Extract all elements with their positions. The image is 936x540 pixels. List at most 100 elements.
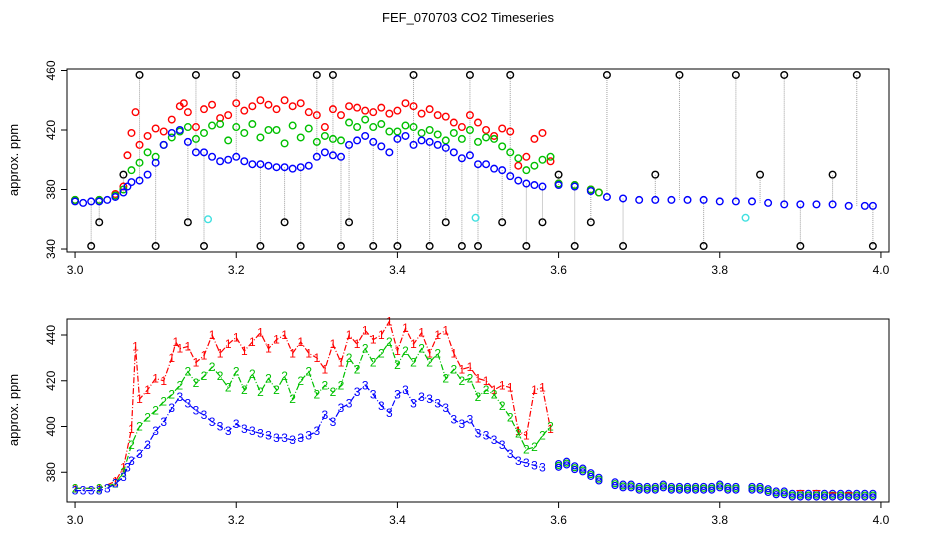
bottom-series-1-marker: 1: [378, 328, 385, 342]
top-green-point: [167, 133, 176, 142]
bottom-series-2-marker: 2: [459, 374, 466, 388]
bottom-series-2-marker: 2: [410, 355, 417, 369]
top-black-point: [199, 242, 208, 251]
bottom-series-3-marker: 3: [370, 387, 377, 401]
bottom-y-axis: 380 400 420 440: [44, 325, 67, 482]
top-blue-point: [151, 158, 160, 167]
top-y-axis-label: approx. ppm: [6, 124, 21, 196]
bottom-x-tick-label: 3.4: [389, 513, 406, 527]
bottom-series-3-marker: 3: [322, 408, 329, 422]
bottom-series-2-marker: 2: [289, 392, 296, 406]
bottom-series-2-marker: 2: [217, 369, 224, 383]
bottom-series-2-marker: 2: [96, 481, 103, 495]
top-y-tick-label: 380: [44, 179, 58, 199]
top-plot-content: [71, 70, 877, 251]
bottom-series-1-marker: 1: [346, 328, 353, 342]
top-blue-point: [71, 197, 80, 206]
top-red-point: [272, 105, 281, 114]
top-red-point: [312, 111, 321, 120]
bottom-series-2-marker: 2: [233, 365, 240, 379]
bottom-series-2-marker: 2: [136, 420, 143, 434]
top-red-point: [522, 152, 531, 161]
top-black-point: [474, 242, 483, 251]
bottom-series-2-marker: 2: [467, 371, 474, 385]
top-blue-point: [280, 163, 289, 172]
top-blue-point: [482, 160, 491, 169]
top-green-point: [183, 123, 192, 132]
bottom-series-1-marker: 1: [467, 360, 474, 374]
bottom-series-3-marker: 3: [354, 385, 361, 399]
top-x-tick-label: 3.4: [389, 263, 406, 277]
bottom-plateau-point: [756, 486, 764, 494]
bottom-series-3-marker: 3: [531, 458, 538, 472]
top-series-cyan: [204, 213, 750, 224]
top-green-point: [312, 137, 321, 146]
bottom-series-2-marker: 2: [168, 387, 175, 401]
top-red-point: [538, 128, 547, 137]
top-x-tick-label: 3.6: [550, 263, 567, 277]
bottom-series-1-marker: 1: [132, 339, 139, 353]
top-green-point: [135, 158, 144, 167]
top-red-point: [530, 134, 539, 143]
bottom-series-2-marker: 2: [185, 365, 192, 379]
top-blue-point: [748, 197, 757, 206]
top-green-point: [433, 130, 442, 139]
top-x-tick-label: 3.0: [67, 263, 84, 277]
top-blue-point: [143, 170, 152, 179]
top-black-point: [135, 70, 144, 79]
bottom-plateau-point: [732, 486, 740, 494]
bottom-plot-frame: [66, 318, 890, 503]
top-red-point: [288, 102, 297, 111]
bottom-y-tick-label: 400: [44, 416, 58, 436]
top-blue-point: [433, 140, 442, 149]
bottom-series-2-marker: 2: [515, 426, 522, 440]
top-black-point: [457, 242, 466, 251]
bottom-series-1-marker: 1: [249, 335, 256, 349]
bottom-series-2-marker: 2: [434, 346, 441, 360]
bottom-series-3-marker: 3: [120, 470, 127, 484]
top-blue-point: [490, 164, 499, 173]
bottom-series-2-line: [75, 340, 551, 489]
bottom-series-1-marker: 1: [418, 326, 425, 340]
bottom-series-1-marker: 1: [547, 422, 554, 436]
bottom-series-2-marker: 2: [281, 369, 288, 383]
bottom-series-2-marker: 2: [225, 381, 232, 395]
bottom-series-1-marker: 1: [193, 355, 200, 369]
top-green-point: [522, 166, 531, 175]
top-red-point: [240, 106, 249, 115]
top-blue-point: [312, 152, 321, 161]
bottom-plateau-point: [691, 486, 700, 494]
top-blue-point: [127, 178, 136, 187]
bottom-series-3-marker: 3: [297, 431, 304, 445]
bottom-series-1-marker: 1: [172, 335, 179, 349]
top-green-point: [272, 125, 281, 134]
bottom-series-1-marker: 1: [281, 328, 288, 342]
top-red-point: [280, 96, 289, 105]
top-blue-point: [296, 163, 305, 172]
top-blue-point: [651, 195, 660, 204]
top-blue-point: [554, 181, 563, 190]
top-green-point: [232, 123, 241, 132]
bottom-series-1-marker: 1: [410, 337, 417, 351]
bottom-x-tick-label: 4.0: [873, 513, 890, 527]
top-black-point: [328, 70, 337, 79]
bottom-series-3-marker: 3: [168, 401, 175, 415]
bottom-series-2-marker: 2: [305, 365, 312, 379]
bottom-series-1-marker: 1: [459, 362, 466, 376]
bottom-series-2-marker: 2: [144, 410, 151, 424]
top-black-point: [699, 242, 708, 251]
bottom-series-2-marker: 2: [128, 438, 135, 452]
bottom-series-2-marker: 2: [313, 387, 320, 401]
bottom-series-3-marker: 3: [475, 426, 482, 440]
top-red-point: [127, 128, 136, 137]
top-blue-point: [401, 131, 410, 140]
top-black-point: [586, 218, 595, 227]
top-green-point: [506, 148, 515, 157]
top-green-point: [498, 142, 507, 151]
bottom-y-tick-label: 380: [44, 462, 58, 482]
bottom-series-2-marker: 2: [499, 399, 506, 413]
top-blue-point: [731, 197, 740, 206]
bottom-plateau-point: [708, 486, 716, 494]
bottom-series-1-marker: 1: [499, 378, 506, 392]
